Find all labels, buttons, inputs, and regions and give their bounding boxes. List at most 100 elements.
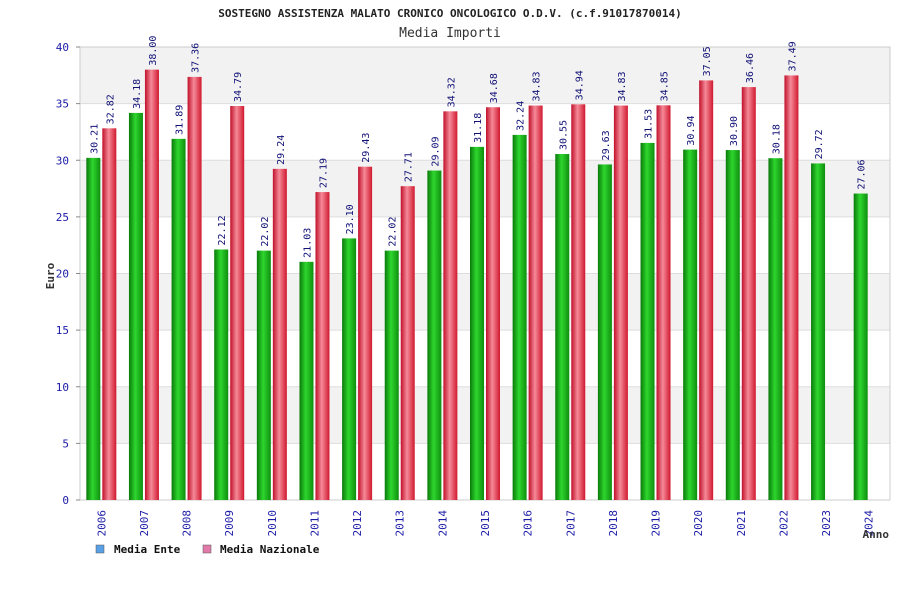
- x-tick-label: 2006: [95, 510, 108, 537]
- bar-media-nazionale-2011: [315, 192, 330, 501]
- bar-media-ente-2017: [555, 154, 570, 501]
- bar-media-ente-2019: [640, 142, 655, 501]
- bar-media-ente-2023: [811, 163, 826, 500]
- value-label: 27.06: [857, 159, 868, 189]
- y-tick-label: 35: [56, 98, 69, 111]
- value-label: 27.71: [404, 152, 415, 182]
- bar-media-nazionale-2015: [486, 107, 500, 501]
- y-tick-label: 25: [56, 211, 69, 224]
- bar-media-ente-2006: [86, 157, 101, 500]
- value-label: 27.19: [318, 158, 329, 188]
- value-label: 30.90: [729, 116, 740, 146]
- legend-label-media-ente: Media Ente: [114, 543, 181, 556]
- value-label: 37.05: [702, 46, 713, 76]
- x-tick-label: 2009: [223, 510, 236, 537]
- value-label: 23.10: [345, 204, 356, 234]
- legend-swatch-media-ente: [95, 544, 105, 554]
- bar-media-nazionale-2017: [571, 104, 586, 500]
- bar-media-nazionale-2009: [230, 106, 245, 501]
- x-tick-label: 2013: [394, 510, 407, 537]
- y-tick-label: 20: [56, 268, 69, 281]
- value-label: 22.02: [388, 217, 399, 247]
- x-tick-label: 2017: [564, 510, 577, 537]
- x-tick-label: 2020: [692, 510, 705, 537]
- value-label: 22.02: [260, 217, 271, 247]
- value-label: 34.79: [233, 72, 244, 102]
- bar-media-nazionale-2012: [358, 166, 373, 500]
- x-tick-label: 2007: [138, 510, 151, 537]
- y-tick-label: 40: [56, 41, 69, 54]
- y-tick-label: 15: [56, 324, 69, 337]
- value-label: 32.82: [105, 94, 116, 124]
- x-tick-label: 2019: [650, 510, 663, 537]
- bar-media-ente-2020: [683, 149, 698, 501]
- x-tick-label: 2008: [181, 510, 194, 537]
- value-label: 29.09: [430, 136, 441, 166]
- bar-media-ente-2018: [597, 164, 612, 500]
- value-label: 31.89: [175, 105, 186, 135]
- y-tick-label: 0: [62, 494, 69, 507]
- value-label: 29.24: [276, 135, 287, 165]
- x-tick-label: 2011: [308, 510, 321, 537]
- value-labels: 30.21 34.18 31.89 22.12 22.02 21.03 23.10 22.02…: [89, 36, 867, 258]
- x-tick-label: 2021: [735, 510, 748, 537]
- value-label: 30.94: [686, 115, 697, 145]
- x-tick-label: 2023: [820, 510, 833, 537]
- value-label: 38.00: [148, 36, 159, 66]
- x-axis-ticks: 2006 2007 2008 2009 2010 2011 2012 2013 2014 2015…: [95, 510, 875, 537]
- bar-media-ente-2014: [427, 170, 442, 500]
- value-label: 34.32: [446, 77, 457, 107]
- x-tick-label: 2010: [266, 510, 279, 537]
- bar-media-ente-2009: [214, 249, 229, 500]
- bar-media-ente-2021: [725, 150, 740, 500]
- value-label: 21.03: [302, 228, 313, 258]
- value-label: 34.94: [574, 70, 585, 100]
- value-label: 34.85: [660, 71, 671, 101]
- value-label: 31.18: [473, 113, 484, 143]
- bar-media-nazionale-2018: [613, 105, 628, 501]
- bar-media-ente-2007: [128, 112, 143, 500]
- x-axis-label: Anno: [863, 528, 890, 541]
- bar-media-nazionale-2008: [187, 76, 202, 500]
- value-label: 34.18: [132, 79, 143, 109]
- bar-media-nazionale-2019: [656, 105, 671, 500]
- y-axis-label: Euro: [44, 262, 57, 289]
- value-label: 29.43: [361, 133, 372, 163]
- bar-media-nazionale-2006: [102, 128, 117, 500]
- bar-media-nazionale-2013: [400, 186, 415, 500]
- bar-media-nazionale-2020: [699, 80, 714, 500]
- bar-media-ente-2013: [384, 250, 399, 500]
- bar-media-ente-2022: [768, 158, 783, 501]
- x-tick-label: 2022: [777, 510, 790, 537]
- value-label: 34.68: [489, 73, 500, 103]
- bar-media-nazionale-2007: [144, 69, 159, 501]
- bars: [86, 69, 868, 501]
- x-tick-label: 2024: [863, 510, 876, 537]
- y-tick-label: 5: [62, 437, 69, 450]
- y-axis-ticks: 0 5 10 15 20 25 30 35 40: [56, 41, 80, 507]
- chart-subtitle: Media Importi: [399, 26, 501, 41]
- value-label: 37.49: [787, 41, 798, 71]
- value-label: 37.36: [191, 43, 202, 73]
- value-label: 30.18: [771, 124, 782, 154]
- bar-media-ente-2011: [299, 261, 314, 500]
- legend-label-media-nazionale: Media Nazionale: [220, 543, 320, 556]
- bar-media-ente-2016: [512, 134, 527, 500]
- legend: Media Ente Media Nazionale: [95, 543, 320, 556]
- bar-media-nazionale-2021: [741, 87, 756, 500]
- x-tick-label: 2018: [607, 510, 620, 537]
- y-tick-label: 30: [56, 154, 69, 167]
- x-tick-label: 2015: [479, 510, 492, 537]
- value-label: 31.53: [644, 109, 655, 139]
- x-tick-label: 2012: [351, 510, 364, 537]
- value-label: 30.21: [89, 124, 100, 154]
- x-tick-label: 2016: [522, 510, 535, 537]
- bar-media-nazionale-2014: [443, 111, 458, 501]
- value-label: 30.55: [558, 120, 569, 150]
- bar-media-nazionale-2022: [784, 75, 799, 500]
- legend-swatch-media-nazionale: [202, 544, 212, 554]
- value-label: 34.83: [532, 71, 543, 101]
- bar-media-nazionale-2010: [272, 168, 287, 500]
- bar-media-ente-2010: [256, 250, 271, 500]
